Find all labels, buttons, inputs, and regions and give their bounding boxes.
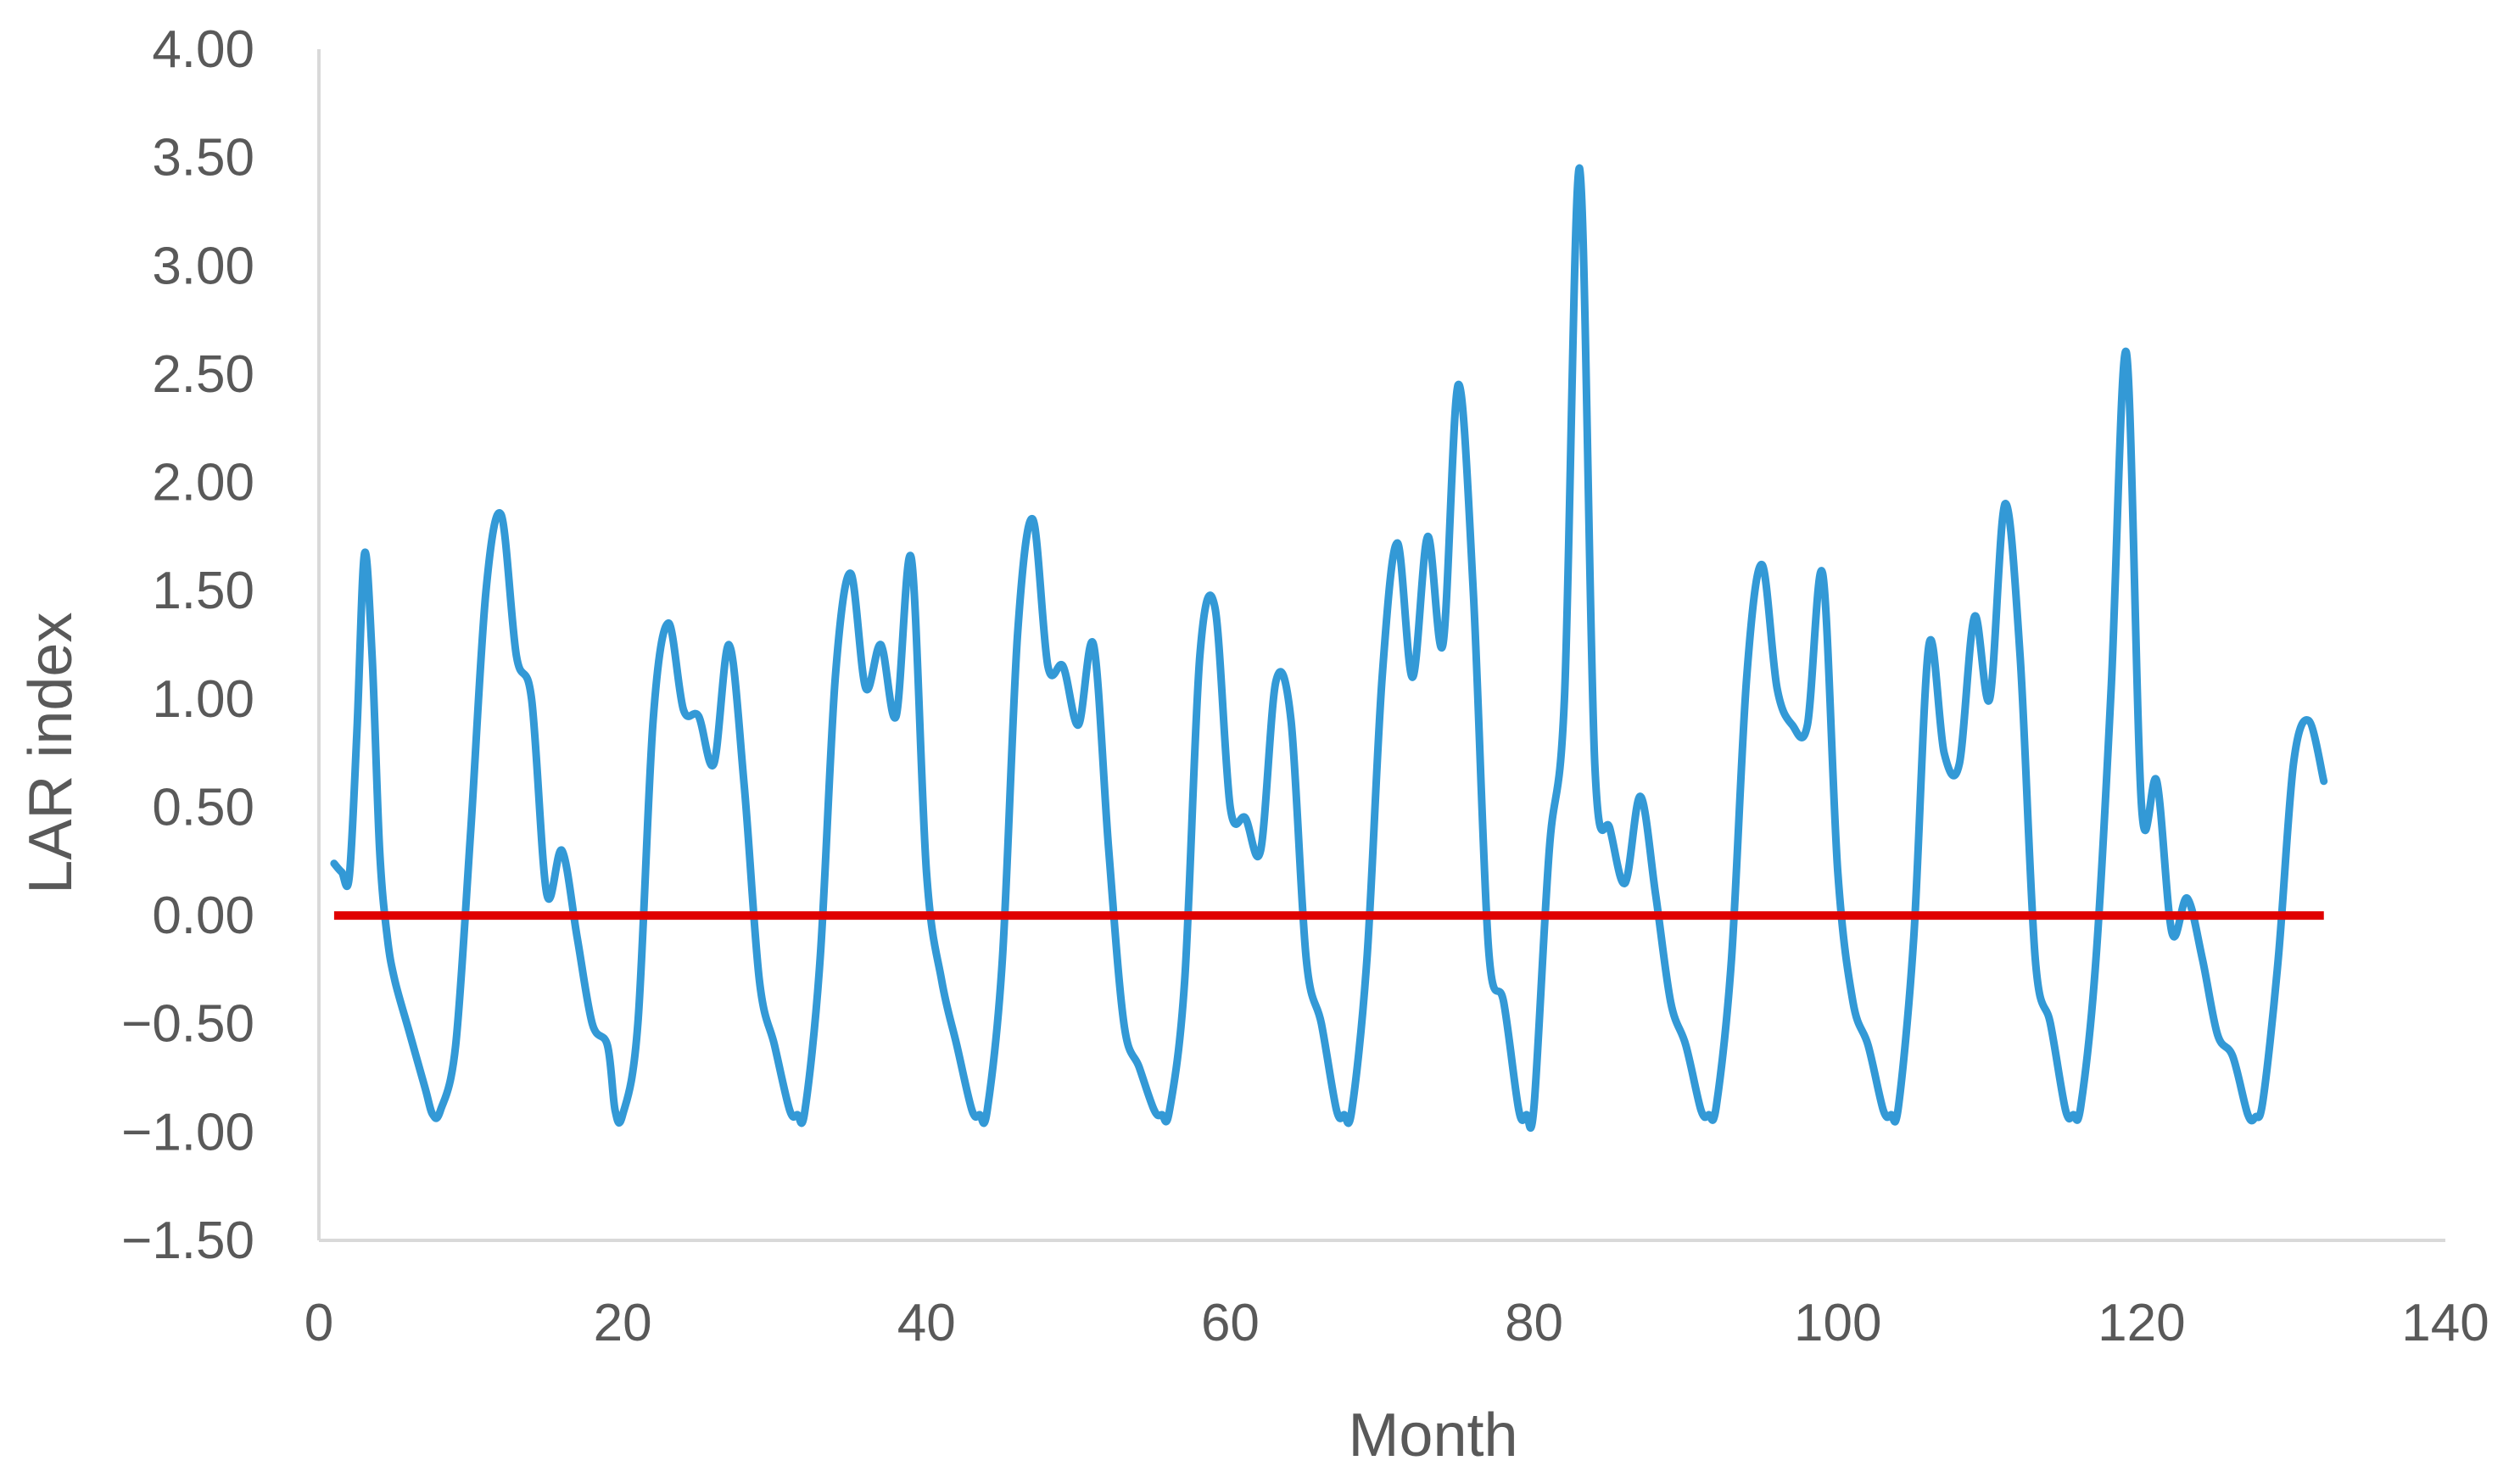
x-tick-label: 140 — [2401, 1294, 2489, 1352]
y-tick-labels: −1.50 −1.00 −0.50 0.00 0.50 1.00 1.50 2.00 2.50 3… — [121, 20, 254, 1270]
x-tick-label: 20 — [594, 1294, 652, 1352]
y-tick-label: 3.50 — [152, 129, 254, 187]
x-tick-labels: 0 20 40 60 80 100 120 140 — [305, 1294, 2489, 1352]
y-tick-label: 0.50 — [152, 778, 254, 837]
y-tick-label: −1.50 — [121, 1212, 254, 1270]
y-tick-label: 2.50 — [152, 345, 254, 404]
y-tick-label: 1.50 — [152, 562, 254, 620]
lar-index-series-line — [330, 164, 2328, 1132]
x-axis-title: Month — [1348, 1402, 1517, 1469]
plot-area — [330, 164, 2328, 1132]
x-tick-label: 80 — [1505, 1294, 1563, 1352]
y-tick-label: 1.00 — [152, 670, 254, 729]
y-tick-label: 2.00 — [152, 454, 254, 512]
y-tick-label: 4.00 — [152, 20, 254, 79]
x-tick-label: 0 — [305, 1294, 333, 1352]
x-tick-label: 40 — [897, 1294, 956, 1352]
y-axis-title: LAR index — [17, 613, 85, 894]
x-tick-label: 60 — [1201, 1294, 1260, 1352]
y-tick-label: −0.50 — [121, 995, 254, 1054]
y-tick-label: −1.00 — [121, 1103, 254, 1161]
y-tick-label: 0.00 — [152, 887, 254, 945]
x-tick-label: 120 — [2098, 1294, 2185, 1352]
y-tick-label: 3.00 — [152, 237, 254, 295]
x-tick-label: 100 — [1794, 1294, 1881, 1352]
